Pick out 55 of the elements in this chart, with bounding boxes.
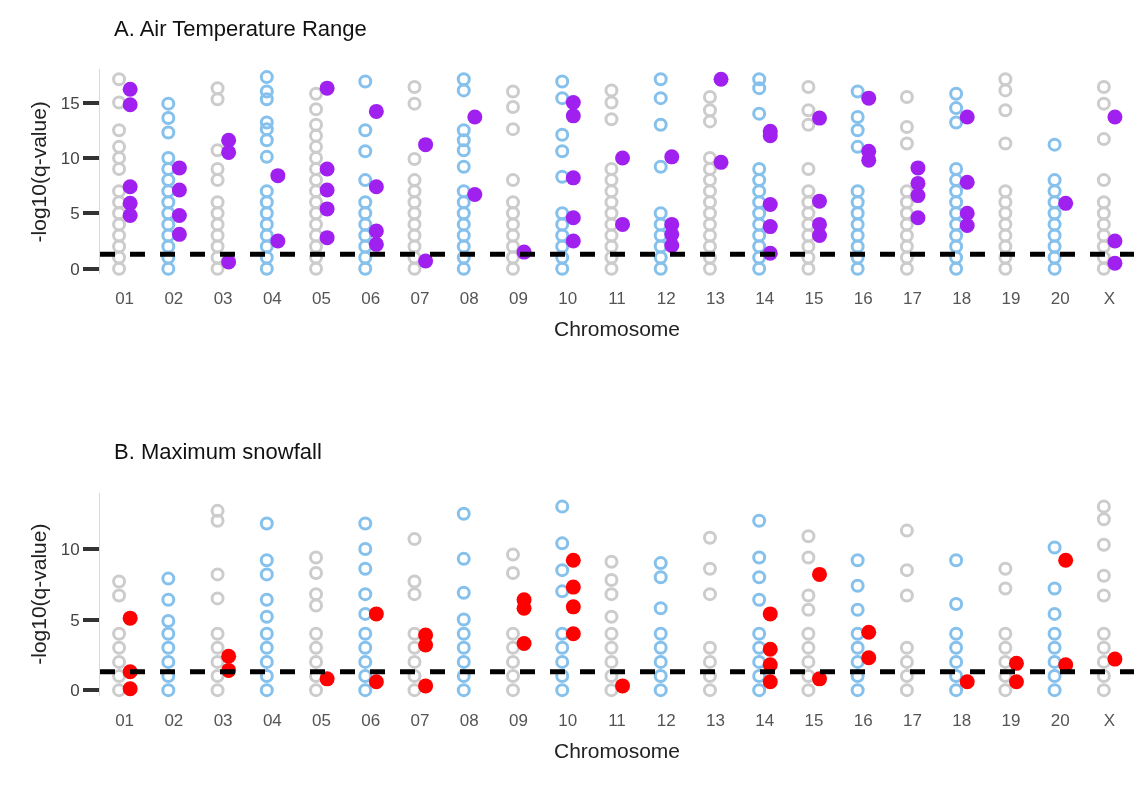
x-tick-label: 04 [262, 289, 282, 309]
x-tick-label: 08 [459, 289, 479, 309]
x-tick-label: 07 [410, 289, 430, 309]
chart-title: A. Air Temperature Range [114, 16, 367, 41]
x-tick-label: 15 [804, 289, 824, 309]
x-tick-label: 17 [902, 710, 922, 730]
x-tick-label: 20 [1050, 710, 1070, 730]
x-tick-label: 10 [558, 289, 578, 309]
x-tick-label: 13 [706, 710, 725, 730]
x-tick-label: 18 [952, 710, 972, 730]
y-tick-label: 10 [60, 148, 80, 168]
x-tick-label: 09 [509, 710, 528, 730]
x-tick-label: 06 [361, 710, 381, 730]
x-tick-label: 02 [164, 710, 184, 730]
x-tick-label: 11 [608, 289, 626, 309]
x-tick-label: 11 [608, 710, 626, 730]
x-tick-label: 16 [853, 710, 873, 730]
x-tick-label: 03 [213, 289, 233, 309]
x-tick-label: 03 [213, 710, 233, 730]
x-tick-label: 15 [804, 710, 824, 730]
x-tick-label: 19 [1001, 289, 1021, 309]
x-tick-label: 16 [853, 289, 873, 309]
x-tick-label: 12 [656, 289, 676, 309]
x-tick-label: 17 [902, 289, 922, 309]
x-tick-label: 01 [115, 710, 135, 730]
y-axis-title: -log10(q-value) [26, 101, 50, 243]
y-tick-label: 0 [70, 259, 80, 279]
x-tick-label: 09 [509, 289, 528, 309]
y-tick-label: 15 [60, 93, 80, 113]
y-tick-label: 0 [70, 681, 80, 701]
x-axis-title: Chromosome [553, 739, 681, 762]
x-tick-label: 18 [952, 289, 972, 309]
y-axis-title: -log10(q-value) [26, 523, 50, 665]
x-tick-label: 10 [558, 710, 578, 730]
x-tick-label: X [1103, 289, 1116, 309]
x-tick-label: 12 [656, 710, 676, 730]
x-tick-label: 19 [1001, 710, 1021, 730]
x-tick-label: 14 [755, 710, 775, 730]
x-tick-label: 14 [755, 289, 775, 309]
x-tick-label: 07 [410, 710, 430, 730]
y-tick-label: 10 [60, 539, 80, 559]
x-tick-label: 01 [115, 289, 135, 309]
chart-title: B. Maximum snowfall [114, 439, 322, 464]
x-tick-label: 04 [262, 710, 282, 730]
x-tick-label: 20 [1050, 289, 1070, 309]
y-tick-label: 5 [70, 204, 80, 224]
x-tick-label: 05 [312, 710, 332, 730]
x-tick-label: X [1103, 710, 1116, 730]
x-tick-label: 13 [706, 289, 725, 309]
x-tick-label: 08 [459, 710, 479, 730]
x-axis-title: Chromosome [553, 317, 681, 341]
x-tick-label: 06 [361, 289, 381, 309]
x-tick-label: 05 [312, 289, 332, 309]
x-tick-label: 02 [164, 289, 184, 309]
y-tick-label: 5 [70, 610, 80, 630]
